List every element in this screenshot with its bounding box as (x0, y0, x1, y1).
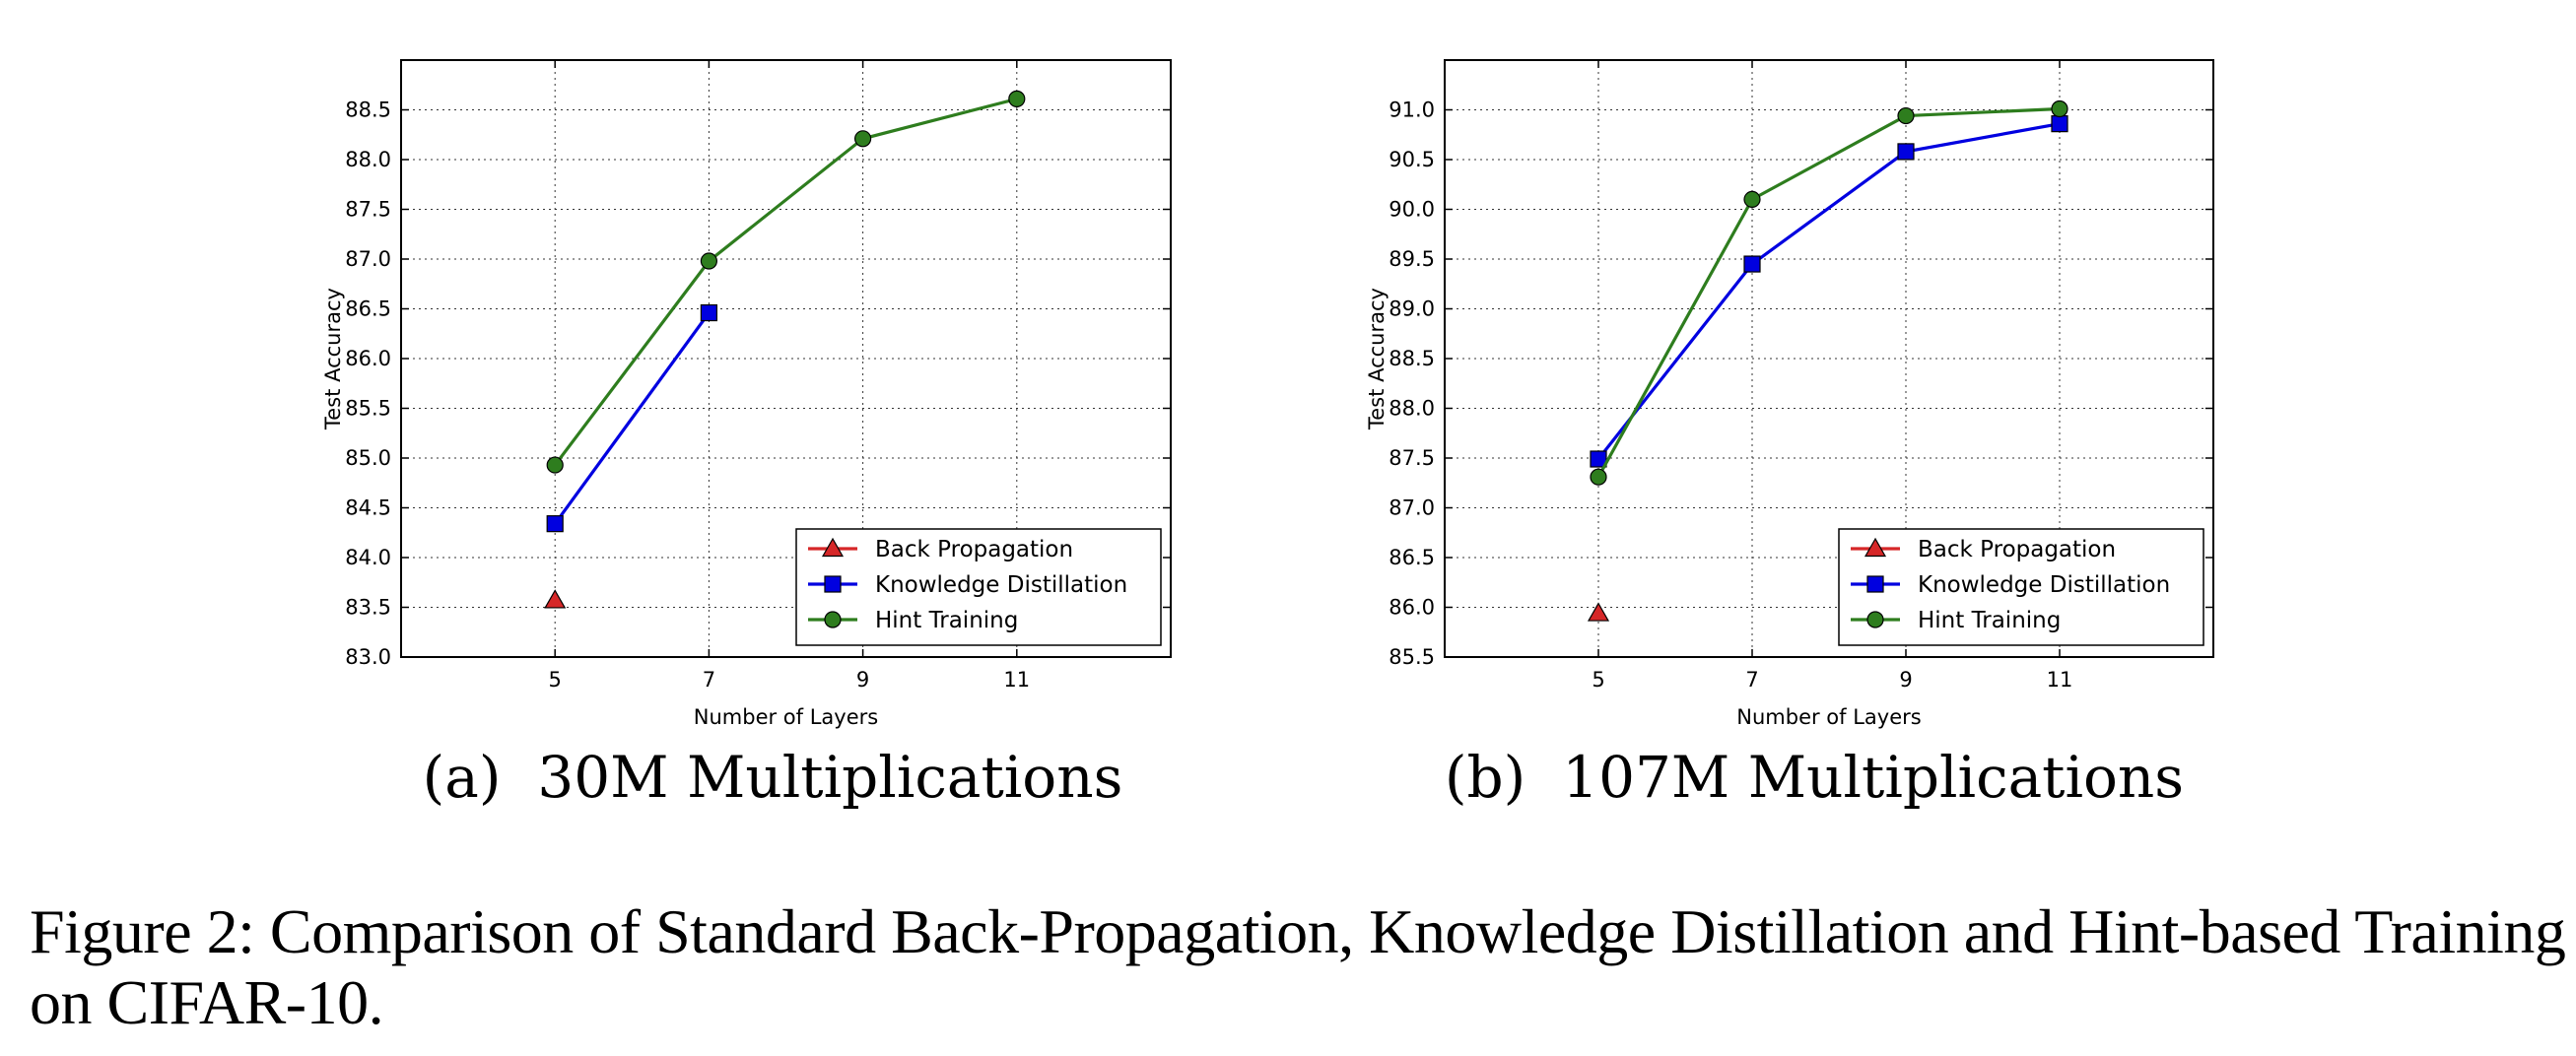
chart-0-legend-label-2: Hint Training (875, 608, 1018, 633)
chart-0-y-tick-label-9: 87.5 (345, 198, 391, 222)
chart-1-series-0-point-0 (1587, 602, 1610, 622)
chart-a: 5 7 9 11 83.0 83.5 84.0 84.5 85.0 85.5 86.0 86.5 87.… (321, 59, 1172, 729)
chart-0-y-tick-label-0: 83.0 (345, 645, 391, 669)
chart-0-series-2-point-3 (1008, 90, 1026, 107)
chart-0-y-axis-label: Test Accuracy (321, 288, 345, 430)
chart-0-y-tick-label-11: 88.5 (345, 99, 391, 122)
chart-0-y-tick-label-1: 83.5 (345, 596, 391, 620)
chart-0-legend-label-1: Knowledge Distillation (875, 572, 1127, 598)
chart-1-series-2-point-2 (1897, 106, 1915, 125)
chart-0-legend-marker-0 (821, 537, 845, 558)
chart-1-legend-label-1: Knowledge Distillation (1918, 572, 2170, 598)
chart-1-x-tick-label-3: 11 (2047, 668, 2073, 692)
subcaption-b: (b) 107M Multiplications (1371, 744, 2258, 811)
subcaption-a-label: (a) (422, 744, 502, 811)
chart-1-x-tick-label-2: 9 (1899, 668, 1912, 692)
chart-1-legend-marker-0 (1864, 537, 1887, 558)
chart-1-y-tick-label-9: 90.0 (1389, 198, 1435, 222)
chart-1-series-2-line (1596, 106, 2061, 478)
chart-0-series-2-point-2 (853, 130, 872, 148)
chart-0-x-axis-label: Number of Layers (694, 705, 878, 729)
chart-1-series-1-point-1 (1743, 255, 1761, 273)
chart-1-y-tick-label-8: 89.5 (1389, 247, 1435, 271)
chart-0-legend-label-0: Back Propagation (875, 537, 1073, 562)
chart-b: 5 7 9 11 85.5 86.0 86.5 87.0 87.5 88.0 88.5 89.0 89.… (1365, 59, 2214, 729)
chart-1-x-tick-label-1: 7 (1745, 668, 1758, 692)
chart-0-y-tick-label-4: 85.0 (345, 446, 391, 470)
subcaption-b-label: (b) (1444, 744, 1526, 811)
chart-1-y-tick-label-4: 87.5 (1389, 446, 1435, 470)
subcaption-a-text: 30M Multiplications (537, 744, 1123, 811)
chart-0-y-tick-label-10: 88.0 (345, 148, 391, 171)
chart-1-series-1-point-0 (1590, 450, 1607, 468)
chart-0-series-1-line (553, 311, 711, 525)
chart-1-y-tick-label-6: 88.5 (1389, 347, 1435, 370)
chart-1-frame (1444, 59, 2214, 658)
chart-0-series-0-point-0 (544, 589, 567, 609)
chart-1-y-tick-label-2: 86.5 (1389, 546, 1435, 569)
chart-0-y-tick-label-5: 85.5 (345, 397, 391, 421)
chart-0-legend-marker-2 (824, 611, 842, 628)
chart-1-legend-label-0: Back Propagation (1918, 537, 2116, 562)
chart-1-legend-label-2: Hint Training (1918, 608, 2061, 633)
chart-1-x-tick-label-0: 5 (1592, 668, 1604, 692)
figure-caption: Figure 2: Comparison of Standard Back-Pr… (30, 896, 2566, 1037)
chart-1-y-axis-label: Test Accuracy (1365, 288, 1389, 430)
chart-1-y-tick-label-5: 88.0 (1389, 397, 1435, 421)
chart-1-series-2-point-1 (1743, 190, 1761, 208)
chart-0-x-tick-label-1: 7 (703, 668, 715, 692)
chart-1-series-1-point-2 (1897, 143, 1915, 161)
chart-1-y-tick-label-1: 86.0 (1389, 596, 1435, 620)
chart-0-legend-marker-1 (824, 575, 842, 593)
subcaption-b-text: 107M Multiplications (1562, 744, 2185, 811)
chart-1-series-2-point-3 (2051, 99, 2068, 118)
chart-1-series-1-point-3 (2051, 115, 2068, 133)
chart-0-y-tick-label-8: 87.0 (345, 247, 391, 271)
chart-0-x-tick-label-3: 11 (1003, 668, 1030, 692)
chart-0-series-1-point-0 (546, 515, 564, 533)
chart-0-y-tick-label-2: 84.0 (345, 546, 391, 569)
chart-1-y-tick-label-0: 85.5 (1389, 645, 1435, 669)
chart-1-y-tick-label-7: 89.0 (1389, 297, 1435, 321)
chart-0-y-tick-label-7: 86.5 (345, 297, 391, 321)
chart-0-series-2-point-0 (546, 456, 564, 474)
chart-1-series-2-point-0 (1590, 468, 1607, 486)
chart-1-y-tick-label-11: 91.0 (1389, 99, 1435, 122)
chart-1-series-1-line (1596, 122, 2061, 461)
chart-0-y-tick-label-3: 84.5 (345, 496, 391, 520)
chart-0-series-2-point-1 (700, 252, 718, 270)
chart-0-x-tick-label-0: 5 (549, 668, 562, 692)
chart-1-y-tick-label-3: 87.0 (1389, 496, 1435, 520)
chart-0-frame (400, 59, 1172, 658)
chart-0-y-tick-label-6: 86.0 (345, 347, 391, 370)
chart-0-x-tick-label-2: 9 (856, 668, 869, 692)
chart-1-legend-marker-1 (1866, 575, 1884, 593)
chart-1-legend-marker-2 (1866, 611, 1884, 628)
subcaption-a: (a) 30M Multiplications (329, 744, 1216, 811)
chart-1-y-tick-label-10: 90.5 (1389, 148, 1435, 171)
chart-0-series-2-line (553, 97, 1018, 467)
chart-0-series-1-point-1 (700, 303, 718, 322)
chart-1-x-axis-label: Number of Layers (1736, 705, 1921, 729)
